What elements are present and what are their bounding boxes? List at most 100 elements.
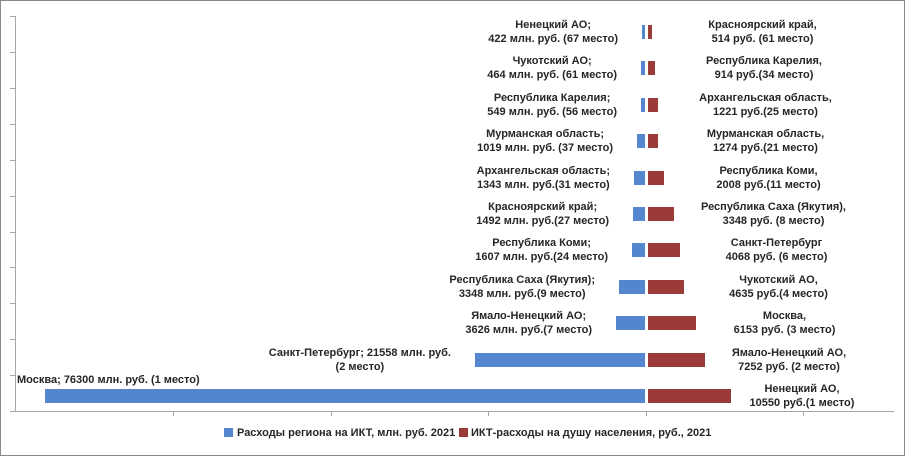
right-data-label-line: Санкт-Петербург [730,237,823,250]
right-data-label-line: 914 руб.(34 место) [714,69,814,82]
x-axis [15,411,894,412]
y-axis-tick [10,87,16,89]
bar-left-ict-spend [637,134,645,149]
right-data-label-line: Архангельская область, [699,91,832,104]
right-data-label-line: Республика Саха (Якутия), [701,201,846,213]
right-data-label-line: 6153 руб. (3 место) [733,324,836,337]
left-data-label-line: 3626 млн. руб.(7 место) [465,324,592,337]
right-data-label-line: Ненецкий АО, [764,383,840,395]
right-data-label: Республика Коми, 2008 руб.(11 место) [716,164,820,192]
right-data-label-line: Республика Карелия, [706,55,822,68]
left-data-label: Ненецкий АО; 422 млн. руб. (67 место) [488,18,618,46]
y-axis-tick [10,51,16,53]
right-data-label: Республика Саха (Якутия), 3348 руб. (8 ме… [701,200,846,228]
left-data-label-line: Ямало-Ненецкий АО; [471,310,587,323]
right-data-label-line: Ямало-Ненецкий АО, [731,346,847,359]
left-data-label: Красноярский край; 1492 млн. руб.(27 мест… [476,200,609,228]
left-data-label-line: Красноярский край; [488,201,598,213]
right-data-label-line: 4068 руб. (6 место) [725,251,828,264]
left-data-label-line: Архангельская область; [476,164,610,177]
right-data-label-line: 10550 руб.(1 место) [749,397,855,409]
left-data-label-line: 3348 млн. руб.(9 место) [458,287,586,300]
y-axis-tick [10,231,16,233]
bar-left-ict-spend [632,243,645,258]
y-axis-tick [10,303,16,305]
right-data-label-line: 514 руб. (61 место) [711,33,814,45]
bar-right-per-capita [648,170,664,185]
bar-right-per-capita [648,279,684,294]
bar-left-ict-spend [45,389,645,403]
bar-left-ict-spend [616,316,645,331]
left-data-label: Республика Карелия; 549 млн. руб. (56 мес… [487,91,617,119]
left-data-label: Мурманская область; 1019 млн. руб. (37 ме… [477,127,613,155]
y-axis-tick [10,195,16,197]
left-data-label-line: 549 млн. руб. (56 место) [487,105,617,118]
y-axis-tick [10,375,16,377]
left-data-label-line: 1492 млн. руб.(27 место) [476,215,609,227]
right-data-label-line: Мурманская область, [706,128,825,141]
left-data-label: Архангельская область; 1343 млн. руб.(31 … [477,164,610,192]
bar-left-ict-spend [641,97,645,112]
bar-right-per-capita [648,316,696,331]
right-data-label: Санкт-Петербург 4068 руб. (6 место) [726,236,828,264]
left-data-label-line: Чукотский АО; [512,55,592,68]
left-data-label-line: (2 место) [335,360,385,373]
y-axis-tick [10,267,16,269]
legend-key-right-swatch [459,428,468,437]
left-data-label: Ямало-Ненецкий АО; 3626 млн. руб.(7 место… [465,309,592,337]
y-axis-tick [10,159,16,161]
left-data-label-line: 1607 млн. руб.(24 место) [475,251,608,264]
left-data-label-line: Республика Карелия; [493,91,611,104]
right-data-label-line: 3348 руб. (8 место) [722,215,825,227]
left-data-label-line: Республика Коми; [492,237,591,250]
bar-right-per-capita [648,389,731,403]
right-data-label: Архангельская область, 1221 руб.(25 место… [699,91,832,119]
left-data-label-line: 1343 млн. руб.(31 место) [476,178,610,191]
right-data-label-line: Москва, [762,310,807,323]
left-data-label: Республика Саха (Якутия); 3348 млн. руб.(… [449,273,595,301]
bar-right-per-capita [648,97,658,112]
right-data-label: Республика Карелия, 914 руб.(34 место) [706,54,822,82]
left-data-label: Чукотский АО; 464 млн. руб. (61 место) [487,54,617,82]
right-data-label: Красноярский край, 514 руб. (61 место) [708,18,816,46]
bar-right-per-capita [648,25,652,39]
bar-right-per-capita [648,134,658,149]
left-data-label: Москва; 76300 млн. руб. (1 место) [17,374,200,386]
right-data-label-line: Республика Коми, [719,164,818,177]
left-data-label-line: 1019 млн. руб. (37 место) [477,142,613,155]
bar-left-ict-spend [633,207,645,221]
bar-left-ict-spend [619,279,645,294]
right-data-label: Ямало-Ненецкий АО, 7252 руб. (2 место) [732,346,846,374]
left-data-label-line: 422 млн. руб. (67 место) [488,33,618,45]
right-data-label-line: 4635 руб.(4 место) [729,287,828,300]
left-data-label-line: 464 млн. руб. (61 место) [487,69,617,82]
legend-label-left: Расходы региона на ИКТ, млн. руб. 2021 [237,427,456,439]
left-data-label-line: Республика Саха (Якутия); [449,273,595,286]
left-data-label-line: Санкт-Петербург; 21558 млн. руб. [268,346,451,359]
right-data-label-line: Чукотский АО, [739,273,818,286]
legend-key-left-swatch [224,428,233,437]
right-data-label: Ненецкий АО, 10550 руб.(1 место) [750,382,855,410]
x-axis-tick [488,411,489,416]
bar-right-per-capita [648,243,680,258]
bar-right-per-capita [648,207,674,221]
right-data-label: Чукотский АО, 4635 руб.(4 место) [729,273,828,301]
y-axis-tick [10,411,16,412]
x-axis-tick [331,411,332,416]
right-data-label-line: 1274 руб.(21 место) [713,142,818,155]
left-data-label: Санкт-Петербург; 21558 млн. руб. (2 место… [269,346,451,374]
y-axis-tick [10,339,16,341]
legend: Расходы региона на ИКТ, млн. руб. 2021 И… [1,425,904,443]
x-axis-tick [646,411,647,416]
right-data-label-line: Красноярский край, [708,19,817,31]
left-data-label-line: Ненецкий АО; [515,19,591,31]
y-axis-tick [10,123,16,125]
bar-right-per-capita [648,61,655,76]
x-axis-tick [803,411,804,416]
right-data-label-line: 7252 руб. (2 место) [738,360,840,373]
y-axis [15,16,16,411]
right-data-label-line: 1221 руб.(25 место) [713,105,818,118]
bar-left-ict-spend [641,61,645,76]
